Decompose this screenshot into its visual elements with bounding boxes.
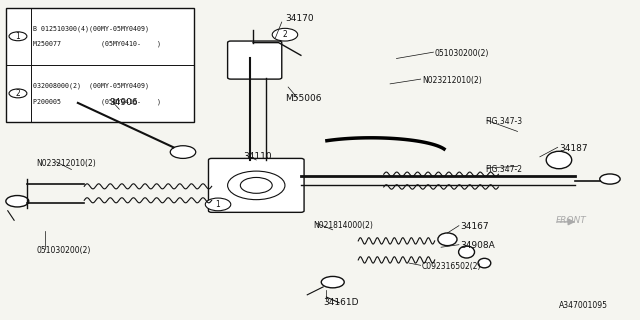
Text: N023212010(2): N023212010(2) <box>422 76 482 85</box>
Text: 1: 1 <box>216 200 220 209</box>
Text: 051030200(2): 051030200(2) <box>435 49 489 58</box>
Circle shape <box>241 178 272 193</box>
Circle shape <box>228 171 285 200</box>
Text: M250077          (05MY0410-    ): M250077 (05MY0410- ) <box>33 41 161 47</box>
Text: N021814000(2): N021814000(2) <box>314 220 374 229</box>
Text: C092316502(2): C092316502(2) <box>422 262 481 271</box>
Text: 34187: 34187 <box>559 144 588 153</box>
FancyBboxPatch shape <box>228 41 282 79</box>
Ellipse shape <box>459 246 474 258</box>
Circle shape <box>205 198 231 211</box>
Text: 2: 2 <box>15 89 20 98</box>
Ellipse shape <box>478 258 491 268</box>
Text: N023212010(2): N023212010(2) <box>36 159 96 168</box>
Text: 34906: 34906 <box>109 99 138 108</box>
Text: FIG.347-2: FIG.347-2 <box>486 165 523 174</box>
Text: B 012510300(4)(00MY-05MY0409): B 012510300(4)(00MY-05MY0409) <box>33 25 149 32</box>
Text: 032008000(2)  (00MY-05MY0409): 032008000(2) (00MY-05MY0409) <box>33 82 149 89</box>
Text: 1: 1 <box>15 32 20 41</box>
Text: 34908A: 34908A <box>460 241 495 250</box>
Text: 2: 2 <box>283 30 287 39</box>
Text: A347001095: A347001095 <box>559 301 608 310</box>
Circle shape <box>272 28 298 41</box>
Bar <box>6 8 195 122</box>
Text: FIG.347-3: FIG.347-3 <box>486 117 523 126</box>
Text: 34167: 34167 <box>460 222 489 231</box>
Text: 34161D: 34161D <box>323 298 358 307</box>
Circle shape <box>321 276 344 288</box>
Text: 34170: 34170 <box>285 14 314 23</box>
Circle shape <box>9 89 27 98</box>
Text: FRONT: FRONT <box>556 216 586 225</box>
Circle shape <box>9 32 27 41</box>
Text: 051030200(2): 051030200(2) <box>36 246 91 255</box>
Text: P200005          (05MY0410-    ): P200005 (05MY0410- ) <box>33 98 161 105</box>
Text: 34110: 34110 <box>244 152 272 161</box>
FancyBboxPatch shape <box>209 158 304 212</box>
Circle shape <box>6 196 29 207</box>
Circle shape <box>170 146 196 158</box>
Ellipse shape <box>438 233 457 246</box>
Text: M55006: M55006 <box>285 94 321 103</box>
Ellipse shape <box>546 151 572 169</box>
Circle shape <box>600 174 620 184</box>
